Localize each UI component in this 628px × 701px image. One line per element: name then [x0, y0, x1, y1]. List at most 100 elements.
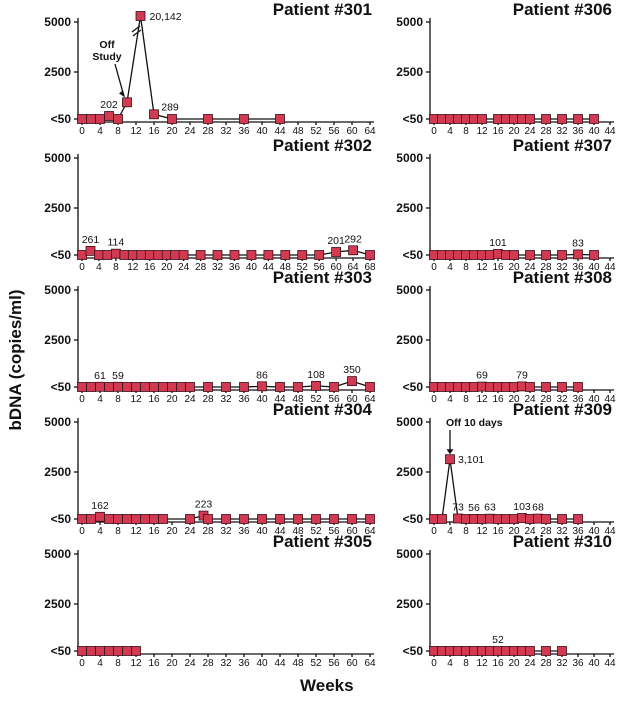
- x-tick-label: 0: [431, 394, 437, 405]
- axis-break-mark: [131, 25, 141, 33]
- data-point-marker: [178, 250, 189, 260]
- data-point-marker: [77, 250, 87, 260]
- x-tick-label: 12: [130, 394, 142, 405]
- data-point-marker: [573, 249, 583, 260]
- data-label: 114: [108, 237, 125, 249]
- x-tick-label: 32: [220, 126, 232, 137]
- y-tick-label: 5000: [396, 283, 423, 297]
- y-tick-label: 2500: [44, 597, 71, 611]
- panel-title: Patient #303: [273, 268, 372, 287]
- data-point-marker: [280, 250, 291, 260]
- x-tick-label: 52: [310, 526, 322, 537]
- data-point-marker: [257, 514, 267, 524]
- data-label: 69: [476, 370, 488, 382]
- x-tick-label: 4: [96, 262, 102, 273]
- x-tick-label: 28: [540, 526, 552, 537]
- data-point-marker: [229, 250, 240, 260]
- x-tick-label: 4: [97, 126, 103, 137]
- y-tick-label: 2500: [396, 465, 423, 479]
- y-tick-label: <50: [51, 112, 72, 126]
- y-tick-label: 5000: [44, 151, 71, 165]
- x-tick-label: 16: [492, 658, 504, 669]
- x-tick-label: 16: [492, 526, 504, 537]
- x-tick-label: 4: [97, 658, 103, 669]
- x-tick-label: 60: [346, 126, 358, 137]
- x-tick-label: 0: [79, 658, 85, 669]
- data-point-marker: [314, 250, 325, 260]
- x-axis-label: Weeks: [300, 676, 354, 695]
- x-tick-label: 12: [476, 394, 488, 405]
- annotation-text: Study: [92, 51, 121, 63]
- data-point-marker: [203, 514, 213, 524]
- x-tick-label: 64: [364, 394, 376, 405]
- x-tick-label: 32: [556, 262, 568, 273]
- x-tick-label: 8: [113, 262, 119, 273]
- data-point-marker: [257, 381, 267, 392]
- x-tick-label: 48: [292, 126, 304, 137]
- x-tick-label: 12: [476, 126, 488, 137]
- data-point-marker: [573, 382, 583, 392]
- data-point-marker: [239, 114, 249, 124]
- x-tick-label: 36: [229, 262, 241, 273]
- x-tick-label: 8: [463, 526, 469, 537]
- data-label: 261: [82, 234, 100, 246]
- data-point-marker: [437, 514, 447, 524]
- data-point-marker: [77, 382, 87, 392]
- data-point-marker: [140, 514, 150, 524]
- data-point-marker: [113, 646, 123, 656]
- x-tick-label: 16: [148, 126, 160, 137]
- x-tick-label: 28: [540, 126, 552, 137]
- x-tick-label: 40: [246, 262, 258, 273]
- data-label: 61: [94, 370, 106, 382]
- x-tick-label: 12: [476, 526, 488, 537]
- x-tick-label: 32: [556, 126, 568, 137]
- y-tick-label: 5000: [396, 415, 423, 429]
- x-tick-label: 44: [604, 126, 616, 137]
- x-tick-label: 56: [328, 526, 340, 537]
- data-label: 86: [256, 369, 268, 381]
- x-tick-label: 16: [492, 126, 504, 137]
- data-label: 56: [468, 502, 480, 514]
- x-tick-label: 40: [588, 658, 600, 669]
- x-tick-label: 52: [310, 126, 322, 137]
- x-tick-label: 20: [508, 262, 520, 273]
- x-tick-label: 0: [431, 658, 437, 669]
- data-point-marker: [509, 250, 519, 260]
- y-tick-label: <50: [51, 248, 72, 262]
- x-tick-label: 16: [148, 526, 160, 537]
- x-tick-label: 36: [238, 126, 250, 137]
- x-tick-label: 4: [447, 262, 453, 273]
- x-tick-label: 24: [184, 658, 196, 669]
- data-label: 73: [452, 502, 464, 514]
- data-point-marker: [541, 114, 551, 124]
- x-tick-label: 12: [476, 658, 488, 669]
- data-point-marker: [329, 514, 339, 524]
- x-tick-label: 8: [115, 394, 121, 405]
- data-point-marker: [104, 382, 114, 392]
- y-tick-label: 2500: [44, 65, 71, 79]
- arrow-head-icon: [446, 449, 454, 455]
- x-tick-label: 28: [202, 126, 214, 137]
- data-point-marker: [86, 382, 96, 392]
- x-tick-label: 36: [572, 526, 584, 537]
- data-point-marker: [525, 382, 535, 392]
- x-tick-label: 44: [274, 126, 286, 137]
- data-point-marker: [104, 514, 114, 524]
- x-tick-label: 8: [463, 262, 469, 273]
- x-tick-label: 28: [202, 394, 214, 405]
- y-tick-label: 5000: [396, 547, 423, 561]
- data-point-marker: [104, 646, 114, 656]
- x-tick-label: 60: [331, 262, 343, 273]
- data-point-marker: [525, 646, 535, 656]
- y-axis-label: bDNA (copies/ml): [3, 230, 29, 490]
- x-tick-label: 8: [463, 658, 469, 669]
- data-point-marker: [477, 114, 487, 124]
- data-point-marker: [557, 646, 567, 656]
- x-tick-label: 28: [540, 262, 552, 273]
- axis-break-mark: [132, 29, 142, 37]
- panel-title: Patient #307: [513, 136, 612, 155]
- data-point-marker: [122, 646, 132, 656]
- data-point-marker: [176, 382, 186, 392]
- data-point-marker: [86, 514, 96, 524]
